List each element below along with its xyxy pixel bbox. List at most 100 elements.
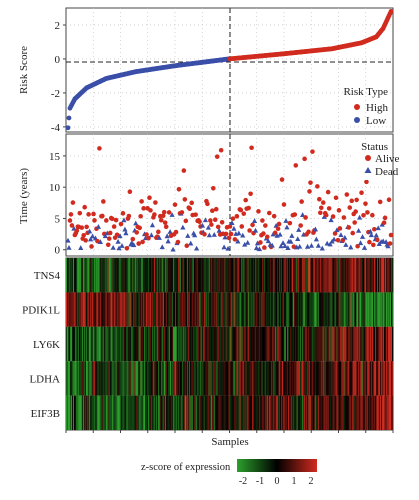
heatmap-cell <box>357 395 359 430</box>
heatmap-cell <box>197 395 200 430</box>
heatmap-cell <box>240 258 242 293</box>
heatmap-cell <box>227 395 229 430</box>
heatmap-cell <box>300 326 303 362</box>
heatmap-cell <box>179 326 182 362</box>
heatmap-cell <box>239 326 241 362</box>
survival-point-alive <box>228 231 234 237</box>
heatmap-cell <box>199 395 202 430</box>
heatmap-cell <box>235 292 237 327</box>
heatmap-cell <box>369 258 371 293</box>
heatmap-cell <box>331 326 333 362</box>
heatmap-cell <box>268 361 270 396</box>
heatmap-cell <box>318 361 321 396</box>
survival-point-dead <box>297 243 303 249</box>
heatmap-cell <box>103 292 105 327</box>
heatmap-cell <box>372 292 374 327</box>
heatmap-cell <box>161 395 163 430</box>
heatmap-cell <box>179 395 182 430</box>
heatmap-cell <box>177 395 180 430</box>
heatmap-cell <box>139 258 141 293</box>
heatmap-cell <box>377 258 379 293</box>
survival-point-alive <box>126 213 132 219</box>
heatmap-cell <box>170 292 172 327</box>
heatmap-cell <box>257 326 259 362</box>
heatmap-cell <box>373 326 375 362</box>
heatmap-cell <box>209 395 212 430</box>
heatmap-cell <box>270 292 272 327</box>
heatmap-cell <box>74 258 77 293</box>
heatmap-cell <box>338 258 340 293</box>
heatmap-cell <box>258 395 260 430</box>
heatmap-cell <box>239 292 241 327</box>
heatmap-cell <box>356 395 358 430</box>
survival-point-alive <box>156 229 161 235</box>
heatmap-cell <box>294 361 297 396</box>
heatmap-cell <box>311 292 314 327</box>
heatmap-cell <box>228 258 230 293</box>
heatmap-cell <box>275 395 277 430</box>
heatmap-cell <box>108 258 110 293</box>
heatmap-cell <box>319 361 322 396</box>
heatmap-cell <box>94 395 97 430</box>
heatmap-cell <box>175 258 178 293</box>
survival-point-alive <box>109 216 115 222</box>
heatmap-cell <box>159 258 161 293</box>
heatmap-cell <box>357 258 359 293</box>
heatmap-cell <box>259 292 261 327</box>
heatmap-cell <box>102 395 105 430</box>
heatmap-cell <box>143 292 145 327</box>
heatmap-cell <box>327 326 329 362</box>
heatmap-cell <box>120 258 122 293</box>
heatmap-cell <box>325 258 327 293</box>
heatmap-cell <box>374 326 376 362</box>
survival-point-dead <box>86 228 93 234</box>
heatmap-cell <box>232 258 234 293</box>
heatmap-cell <box>381 361 383 396</box>
heatmap-cell <box>153 326 155 362</box>
heatmap-cell <box>169 395 171 430</box>
survival-point-alive <box>100 213 105 219</box>
heatmap-cell <box>240 395 242 430</box>
heatmap-cell <box>69 361 72 396</box>
heatmap-cell <box>203 326 206 362</box>
survival-y-axis-label: Time (years) <box>18 168 30 224</box>
heatmap-cell <box>237 361 239 396</box>
heatmap-cell <box>109 326 111 362</box>
heatmap-cell <box>305 292 308 327</box>
heatmap-cell <box>80 361 83 396</box>
heatmap-cell <box>338 326 340 362</box>
heatmap-cell <box>167 361 169 396</box>
survival-tick-label: 0 <box>55 245 61 257</box>
heatmap-cell <box>285 361 288 396</box>
heatmap-cell <box>355 258 357 293</box>
survival-point-alive <box>292 212 298 217</box>
heatmap-cell <box>277 361 279 396</box>
survival-point-alive <box>187 206 193 211</box>
heatmap-cell <box>281 292 283 327</box>
survival-point-alive <box>218 147 224 153</box>
heatmap-cell <box>134 395 136 430</box>
heatmap-cell <box>238 361 240 396</box>
heatmap-cell <box>196 258 199 293</box>
heatmap-cell <box>106 361 108 396</box>
heatmap-cell <box>263 361 265 396</box>
heatmap-cell <box>204 395 207 430</box>
heatmap-cell <box>71 395 74 430</box>
survival-point-dead <box>148 232 155 238</box>
heatmap-cell <box>251 361 253 396</box>
heatmap-cell <box>287 395 290 430</box>
heatmap-cell <box>99 258 102 293</box>
survival-point-alive <box>86 212 91 217</box>
heatmap-cell <box>295 258 298 293</box>
heatmap-cell <box>233 258 235 293</box>
heatmap-cell <box>221 326 223 362</box>
heatmap-cell <box>153 361 155 396</box>
heatmap-cell <box>382 395 384 430</box>
heatmap-cell <box>73 292 76 327</box>
heatmap-cell <box>296 292 299 327</box>
heatmap-cell <box>245 395 247 430</box>
heatmap-cell <box>73 258 76 293</box>
heatmap-cell <box>284 258 286 293</box>
heatmap-cell <box>307 395 310 430</box>
survival-point-alive <box>247 228 252 233</box>
